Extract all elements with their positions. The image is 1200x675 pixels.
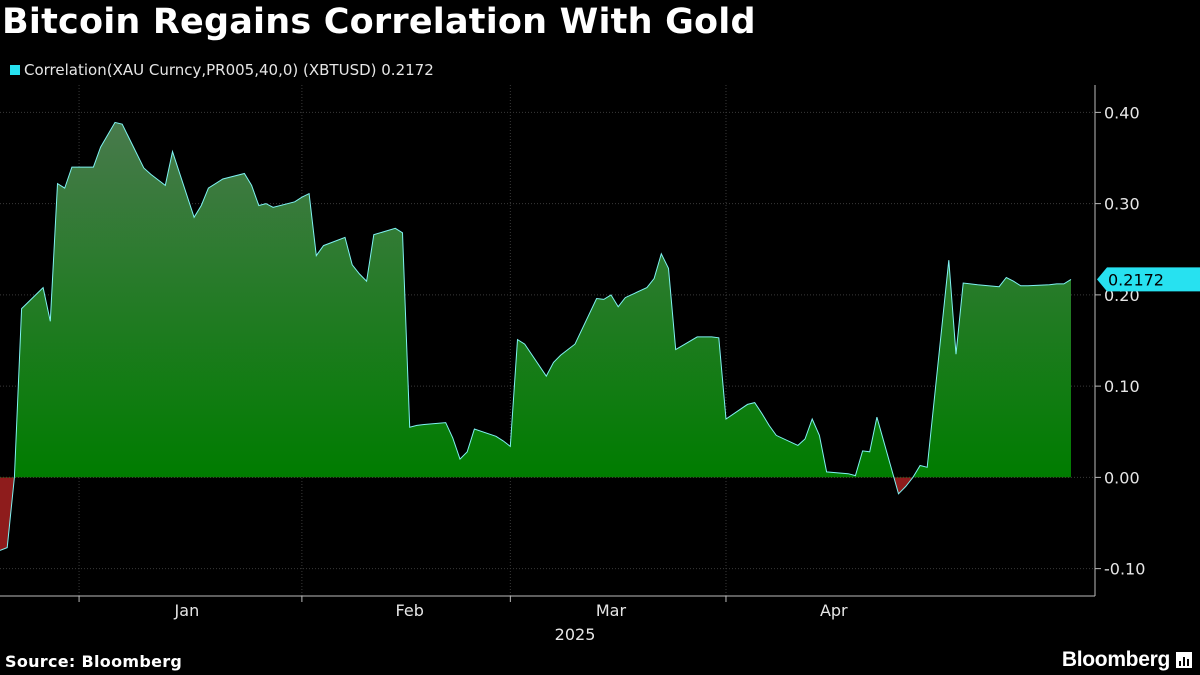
- legend: Correlation(XAU Curncy,PR005,40,0) (XBTU…: [10, 61, 434, 79]
- last-value-tag: [1097, 267, 1200, 292]
- legend-swatch: [10, 65, 20, 75]
- series-line: [0, 121, 1072, 551]
- area-fill: [0, 121, 1072, 551]
- x-tick-label: Jan: [174, 601, 200, 620]
- x-tick-label: Mar: [596, 601, 627, 620]
- y-tick-label: 0.40: [1104, 103, 1140, 122]
- x-tick-label: Feb: [396, 601, 424, 620]
- y-tick-label: 0.30: [1104, 195, 1140, 214]
- y-tick-label: 0.00: [1104, 468, 1140, 487]
- chart-title: Bitcoin Regains Correlation With Gold: [2, 2, 756, 42]
- y-tick-label: -0.10: [1104, 560, 1145, 579]
- axes: [0, 85, 1101, 602]
- legend-label: Correlation(XAU Curncy,PR005,40,0) (XBTU…: [24, 61, 434, 79]
- source-note: Source: Bloomberg: [5, 652, 183, 671]
- positive-area: [0, 122, 1071, 478]
- bloomberg-logo: Bloomberg: [1062, 648, 1192, 672]
- x-tick-label: Apr: [820, 601, 848, 620]
- brand-text: Bloomberg: [1061, 648, 1170, 671]
- x-year-label: 2025: [555, 625, 596, 644]
- y-tick-label: 0.10: [1104, 377, 1140, 396]
- last-value-label: 0.2172: [1108, 270, 1164, 289]
- bar-chart-icon: [1176, 652, 1192, 668]
